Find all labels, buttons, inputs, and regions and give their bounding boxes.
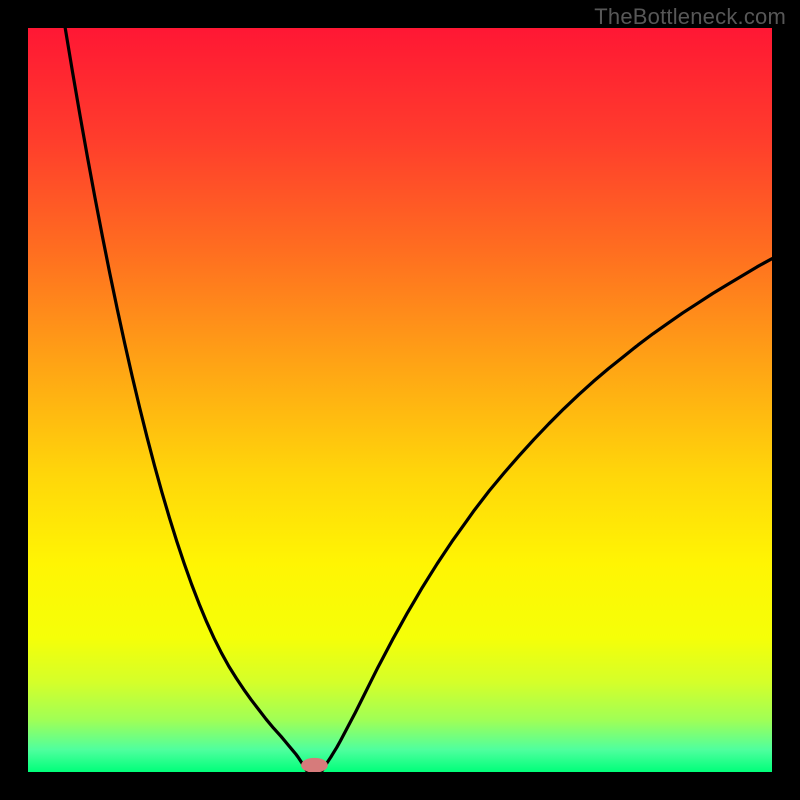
plot-area xyxy=(28,28,772,772)
chart-svg xyxy=(28,28,772,772)
chart-frame: TheBottleneck.com xyxy=(0,0,800,800)
watermark-text: TheBottleneck.com xyxy=(594,4,786,30)
gradient-background xyxy=(28,28,772,772)
